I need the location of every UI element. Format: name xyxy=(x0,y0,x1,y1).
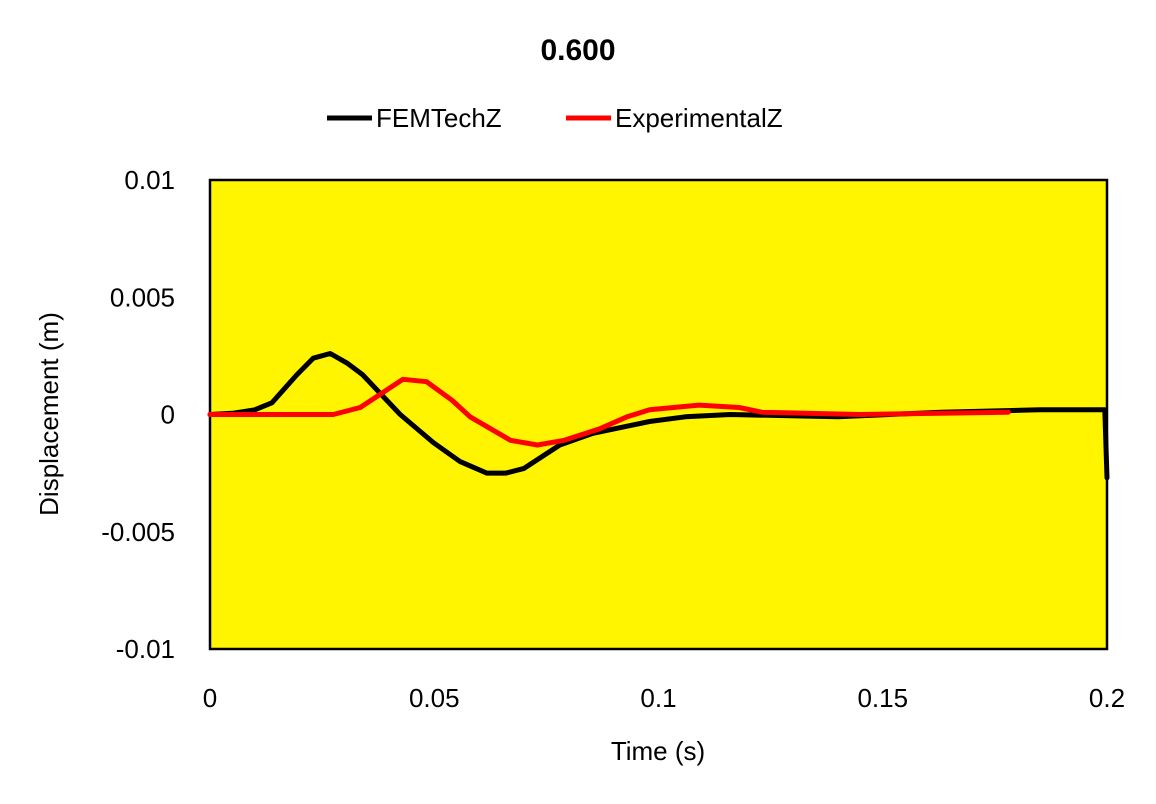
chart-title: 0.600 xyxy=(540,34,615,67)
x-tick-label: 0.1 xyxy=(640,683,676,713)
y-tick-label: 0.01 xyxy=(124,165,175,195)
y-tick-label: -0.01 xyxy=(116,634,175,664)
legend-label-experimentalz: ExperimentalZ xyxy=(615,103,783,133)
x-axis-label: Time (s) xyxy=(611,736,705,766)
y-axis-ticks: 0.01 0.005 0 -0.005 -0.01 xyxy=(101,165,175,664)
y-tick-label: 0.005 xyxy=(110,282,175,312)
x-tick-label: 0.2 xyxy=(1089,683,1125,713)
series-line-femtechz xyxy=(207,351,1110,481)
x-axis-ticks: 0 0.05 0.1 0.15 0.2 xyxy=(203,683,1125,713)
series-line-experimentalz xyxy=(207,376,1011,448)
x-tick-label: 0.15 xyxy=(857,683,908,713)
x-tick-label: 0.05 xyxy=(409,683,460,713)
y-axis-label: Displacement (m) xyxy=(34,312,64,516)
x-tick-label: 0 xyxy=(203,683,217,713)
y-tick-label: -0.005 xyxy=(101,517,175,547)
legend-label-femtechz: FEMTechZ xyxy=(376,103,502,133)
series-layer xyxy=(207,351,1110,481)
y-tick-label: 0 xyxy=(161,400,175,430)
legend: FEMTechZ ExperimentalZ xyxy=(327,103,783,133)
